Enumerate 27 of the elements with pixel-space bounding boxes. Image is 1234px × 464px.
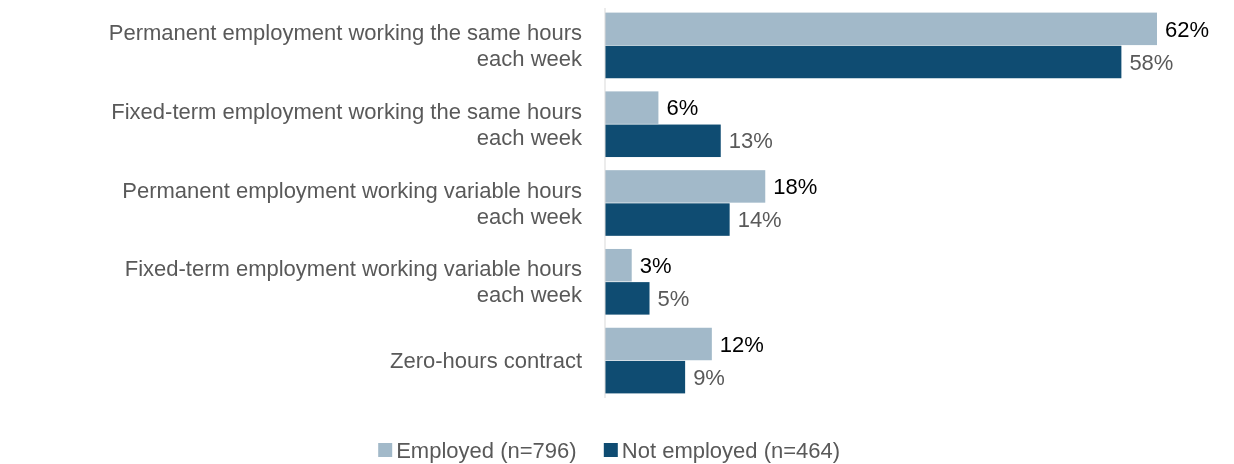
data-label: 6%	[666, 95, 699, 121]
bar	[605, 45, 1122, 79]
bar	[605, 203, 730, 236]
data-label: 62%	[1165, 16, 1210, 42]
bar	[605, 170, 766, 203]
data-label: 14%	[737, 207, 782, 233]
bar	[605, 327, 712, 361]
data-label: 9%	[693, 364, 725, 390]
bar	[605, 91, 659, 124]
y-tick-label: Permanent employment working the same hours each week	[108, 20, 583, 72]
bar	[605, 248, 632, 282]
bar	[605, 360, 686, 394]
data-label: 13%	[728, 128, 773, 154]
data-label: 18%	[773, 174, 818, 200]
legend-label: Employed (n=796)	[396, 437, 577, 463]
y-tick-label: Fixed-term employment working variable hours each week	[124, 256, 583, 308]
data-label: 12%	[719, 331, 764, 357]
data-label: 58%	[1129, 49, 1174, 75]
legend-label: Not employed (n=464)	[621, 437, 841, 463]
y-tick-label: Fixed-term employment working the same hours each week	[111, 98, 583, 150]
bar	[605, 12, 1157, 46]
bar	[605, 124, 721, 158]
y-tick-label: Zero-hours contract	[390, 348, 582, 374]
data-label: 5%	[657, 286, 690, 312]
y-tick-label: Permanent employment working variable hours each week	[122, 177, 583, 229]
data-label: 3%	[639, 252, 672, 278]
bar	[605, 282, 650, 315]
